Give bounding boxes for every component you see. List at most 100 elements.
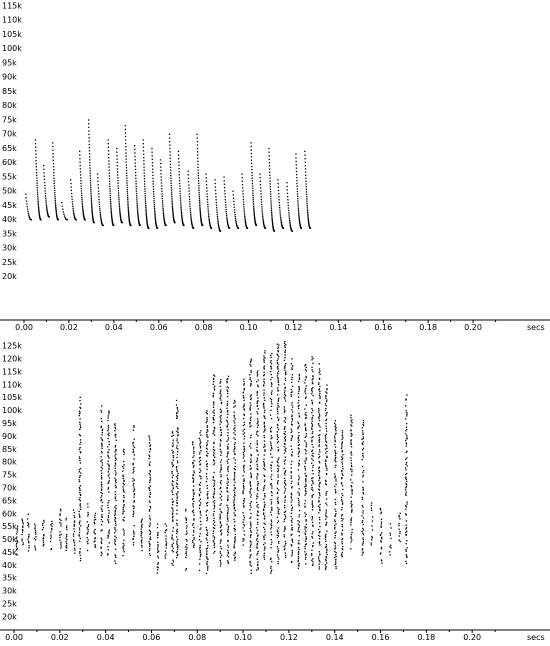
scatter-point: [405, 543, 407, 545]
x-tick-label: 0.02: [51, 633, 69, 642]
scatter-point: [101, 505, 103, 507]
scatter-point: [148, 486, 150, 489]
scatter-point: [119, 208, 121, 211]
scatter-point: [250, 526, 252, 528]
scatter-point: [201, 224, 204, 227]
y-tick-label: 115k: [2, 2, 22, 11]
scatter-point: [220, 503, 222, 505]
scatter-point: [250, 512, 252, 515]
scatter-point: [398, 539, 400, 541]
scatter-point: [114, 446, 116, 448]
scatter-point: [168, 133, 171, 135]
scatter-point: [285, 371, 287, 373]
scatter-point: [405, 410, 407, 412]
scatter-point: [157, 541, 159, 543]
scatter-point: [263, 224, 265, 226]
scatter-point: [176, 550, 178, 553]
scatter-point: [277, 416, 279, 418]
scatter-point: [172, 564, 174, 566]
scatter-point: [270, 356, 272, 359]
scatter-point: [99, 215, 102, 217]
scatter-point: [341, 525, 344, 528]
scatter-point: [156, 526, 159, 529]
scatter-point: [312, 415, 314, 417]
scatter-point: [268, 155, 270, 157]
scatter-point: [199, 510, 201, 513]
scatter-point: [335, 492, 337, 494]
scatter-point: [164, 523, 166, 525]
scatter-point: [169, 157, 171, 159]
scatter-point: [304, 382, 306, 384]
scatter-point: [319, 561, 321, 563]
scatter-point: [109, 194, 111, 197]
scatter-point: [74, 552, 76, 554]
scatter-point: [114, 519, 116, 521]
scatter-point: [206, 556, 208, 558]
scatter-point: [290, 494, 293, 496]
scatter-point: [42, 526, 45, 529]
scatter-point: [122, 513, 124, 515]
scatter-point: [79, 516, 81, 518]
scatter-point: [264, 528, 266, 531]
scatter-point: [133, 479, 135, 481]
scatter-point: [82, 214, 85, 216]
scatter-point: [220, 415, 222, 417]
scatter-point: [199, 213, 202, 215]
scatter-point: [277, 469, 280, 471]
scatter-point: [243, 517, 246, 519]
scatter-point: [269, 483, 272, 486]
scatter-point: [340, 447, 343, 450]
scatter-point: [122, 474, 124, 476]
scatter-point: [137, 212, 139, 214]
scatter-point: [40, 219, 42, 221]
scatter-point: [250, 543, 252, 545]
scatter-point: [49, 540, 52, 543]
scatter-point: [297, 392, 300, 395]
scatter-point: [284, 474, 286, 476]
scatter-point: [205, 548, 208, 550]
scatter-point: [284, 416, 286, 419]
scatter-point: [304, 512, 306, 514]
scatter-point: [405, 480, 408, 482]
scatter-point: [111, 218, 113, 221]
scatter-point: [108, 157, 110, 159]
scatter-point: [153, 197, 155, 200]
scatter-point: [25, 193, 27, 195]
scatter-point: [54, 196, 56, 198]
scatter-point: [271, 214, 273, 217]
scatter-point: [180, 205, 182, 207]
scatter-point: [282, 227, 285, 229]
scatter-point: [318, 455, 321, 458]
scatter-point: [252, 194, 254, 196]
scatter-point: [340, 515, 343, 517]
scatter-point: [162, 211, 164, 213]
scatter-point: [205, 445, 208, 447]
scatter-point: [264, 475, 266, 478]
scatter-point: [297, 399, 300, 402]
scatter-point: [263, 522, 265, 524]
scatter-point: [264, 428, 266, 430]
scatter-point: [59, 513, 61, 515]
scatter-point: [78, 510, 80, 513]
scatter-point: [326, 447, 328, 449]
scatter-point: [34, 528, 36, 530]
scatter-point: [207, 545, 209, 547]
scatter-point: [38, 209, 40, 211]
scatter-point: [181, 221, 184, 223]
scatter-point: [140, 530, 142, 533]
scatter-point: [317, 534, 320, 537]
scatter-point: [341, 470, 343, 473]
scatter-point: [198, 504, 201, 507]
scatter-point: [92, 217, 94, 219]
scatter-point: [227, 525, 230, 527]
scatter-point: [212, 535, 214, 537]
scatter-point: [143, 163, 145, 165]
scatter-point: [307, 214, 309, 216]
scatter-point: [100, 475, 103, 477]
scatter-point: [60, 545, 62, 547]
scatter-point: [170, 180, 172, 182]
scatter-point: [304, 526, 306, 528]
scatter-point: [90, 194, 92, 196]
scatter-point: [340, 482, 343, 484]
scatter-point: [271, 494, 273, 497]
